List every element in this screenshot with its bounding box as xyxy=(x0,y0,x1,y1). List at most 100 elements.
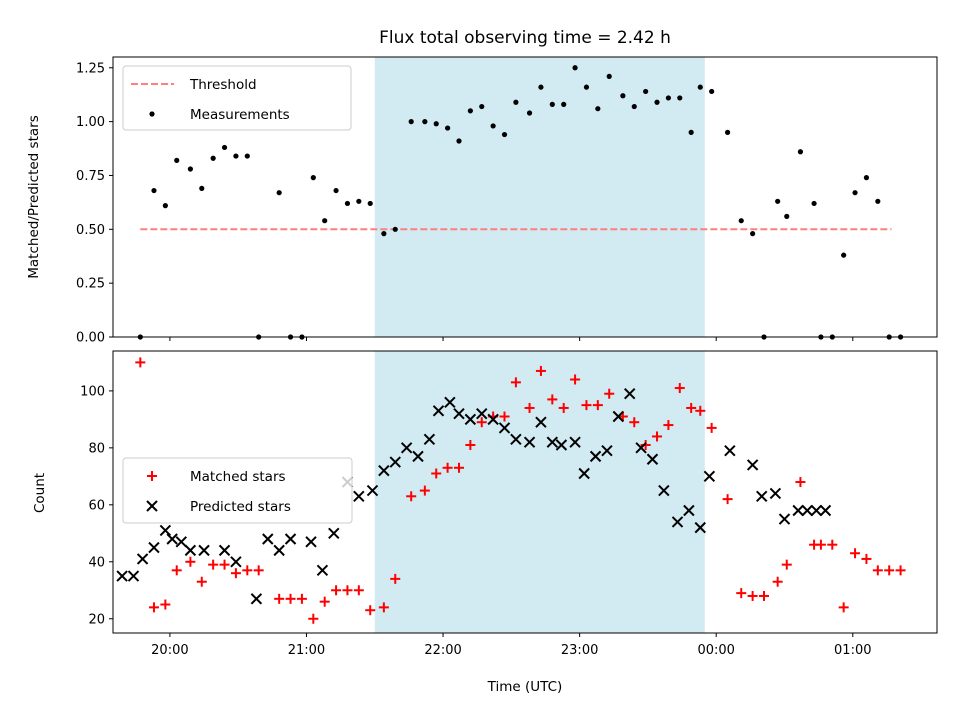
predicted-star-point xyxy=(198,544,210,557)
predicted-star-point xyxy=(184,544,197,557)
matched-star-point xyxy=(861,553,872,564)
predicted-star-point xyxy=(305,536,317,548)
bottom-y-axis: 20 40 60 80 100 xyxy=(80,384,113,627)
predicted-star-point xyxy=(389,456,401,468)
predicted-star-point xyxy=(635,442,647,454)
predicted-star-point xyxy=(819,504,832,517)
predicted-star-point xyxy=(444,396,456,408)
measurement-point xyxy=(408,119,414,125)
predicted-star-point xyxy=(510,433,522,446)
matched-star-point xyxy=(850,548,861,559)
top-y-tick-label: 1.00 xyxy=(76,115,105,130)
measurement-point xyxy=(445,125,451,131)
measurement-point xyxy=(244,153,250,159)
predicted-star-point xyxy=(146,500,158,512)
matched-star-point xyxy=(795,477,806,488)
predicted-star-point xyxy=(316,564,329,577)
measurement-point xyxy=(367,200,373,207)
predicted-star-point xyxy=(589,450,602,463)
predicted-star-point xyxy=(569,436,581,448)
shaded-span xyxy=(374,351,705,633)
matched-star-point xyxy=(604,388,615,399)
matched-star-point xyxy=(431,468,442,479)
predicted-star-point xyxy=(378,464,390,477)
matched-star-point xyxy=(274,593,285,604)
predicted-star-point xyxy=(412,450,424,463)
bottom-y-tick-label: 60 xyxy=(88,498,105,513)
measurement-point xyxy=(797,149,804,155)
top-x-axis xyxy=(169,337,854,341)
matched-star-point xyxy=(827,539,838,550)
legend-measurements-swatch xyxy=(149,111,155,117)
measurement-point xyxy=(606,73,612,79)
top-y-tick-label: 0.25 xyxy=(76,277,105,292)
predicted-star-point xyxy=(148,541,160,554)
shaded-span xyxy=(374,57,705,337)
bottom-x-tick-label: 23:00 xyxy=(561,643,598,658)
measurement-point xyxy=(344,200,351,207)
measurement-point xyxy=(174,157,180,163)
legend-measurements-label: Measurements xyxy=(190,107,290,123)
matched-star-point xyxy=(230,568,241,579)
matched-star-point xyxy=(686,402,697,413)
predicted-star-point xyxy=(810,504,823,517)
matched-star-point xyxy=(476,417,487,428)
predicted-star-point xyxy=(624,388,636,400)
predicted-star-point xyxy=(432,405,445,417)
predicted-star-point xyxy=(218,544,231,557)
matched-star-point xyxy=(253,565,264,576)
measurement-point xyxy=(561,101,567,107)
matched-star-point xyxy=(196,576,207,587)
measurement-point xyxy=(852,190,858,196)
matched-star-point xyxy=(185,556,196,567)
predicted-star-point xyxy=(703,470,716,483)
measurement-point xyxy=(392,226,398,232)
matched-star-point xyxy=(365,605,376,616)
measurement-point xyxy=(784,213,790,219)
bottom-shaded-region xyxy=(374,351,705,633)
predicted-star-point xyxy=(778,513,791,525)
matched-star-point xyxy=(759,590,770,601)
matched-star-point xyxy=(499,411,510,422)
predicted-star-point xyxy=(671,516,684,528)
predicted-star-point xyxy=(136,553,149,565)
matched-star-point xyxy=(442,462,453,473)
predicted-star-point xyxy=(273,544,285,557)
bottom-y-tick-label: 20 xyxy=(88,612,105,627)
predicted-star-point xyxy=(612,410,625,423)
bottom-x-tick-label: 20:00 xyxy=(151,643,188,658)
measurement-point xyxy=(467,108,473,114)
predicted-star-point xyxy=(453,407,465,420)
bottom-plot-frame xyxy=(112,350,938,634)
predicted-star-point xyxy=(683,504,695,517)
matched-star-point xyxy=(148,602,159,613)
matched-star-point xyxy=(872,565,883,576)
matched-star-point xyxy=(558,402,569,413)
matched-star-point xyxy=(524,402,535,413)
matched-star-point xyxy=(535,365,546,376)
top-shaded-region xyxy=(374,57,705,337)
top-y-tick-label: 0.00 xyxy=(76,331,105,346)
bottom-x-tick-label: 01:00 xyxy=(834,643,871,658)
matched-star-point xyxy=(838,602,849,613)
predicted-star-point xyxy=(601,444,613,457)
measurement-point xyxy=(572,65,578,71)
measurement-point xyxy=(199,185,205,191)
matched-star-point xyxy=(592,400,603,411)
measurement-point xyxy=(356,198,362,204)
top-plot-frame xyxy=(112,56,938,338)
predicted-star-point xyxy=(498,422,511,434)
matched-star-point xyxy=(390,573,401,584)
predicted-star-point xyxy=(159,524,172,537)
top-legend-box xyxy=(122,65,352,131)
predicted-star-point xyxy=(555,439,568,451)
measurement-point xyxy=(549,101,555,107)
predicted-star-point xyxy=(658,484,670,497)
measurement-point xyxy=(724,129,731,135)
measurement-point xyxy=(697,84,703,90)
matched-star-point xyxy=(406,491,417,502)
matched-star-point xyxy=(147,471,157,481)
bottom-y-tick-label: 100 xyxy=(80,384,105,399)
matched-star-point xyxy=(296,593,307,604)
bottom-legend: Matched stars Predicted stars xyxy=(122,457,353,524)
